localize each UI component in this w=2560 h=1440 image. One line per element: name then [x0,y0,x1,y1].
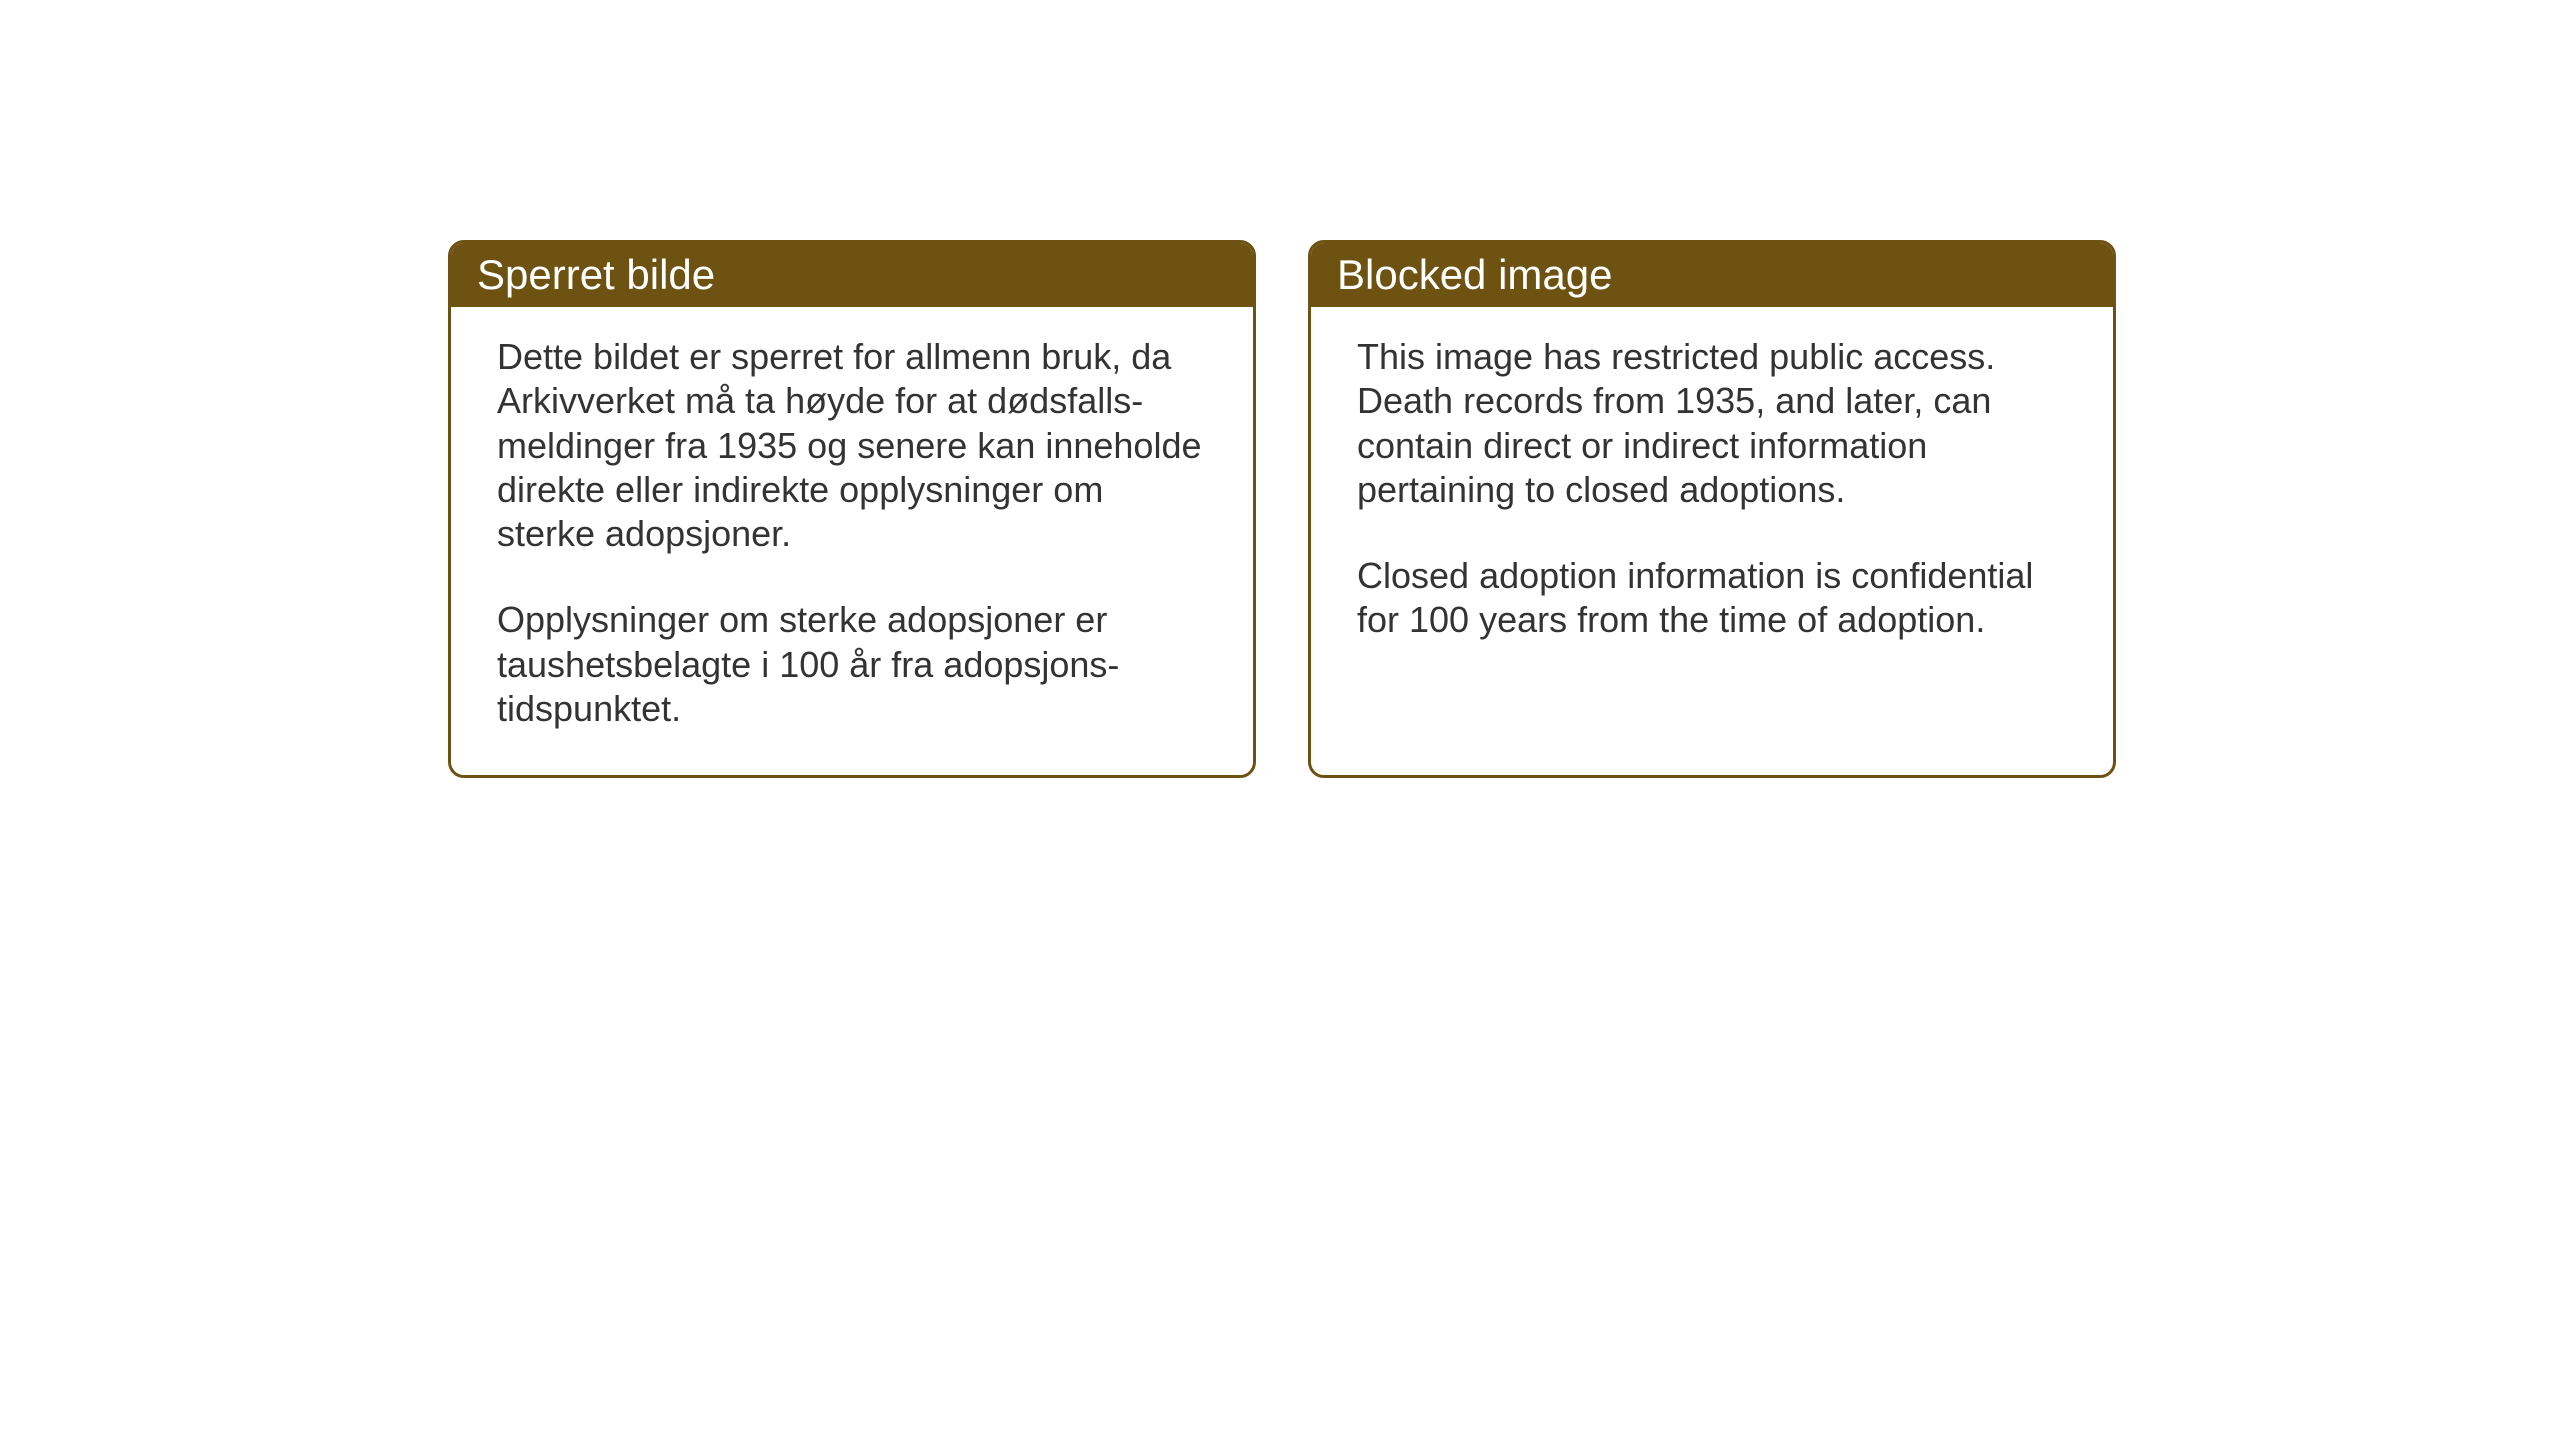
english-paragraph-1: This image has restricted public access.… [1357,335,2067,512]
english-paragraph-2: Closed adoption information is confident… [1357,554,2067,643]
norwegian-card-title: Sperret bilde [477,251,715,298]
english-card-body: This image has restricted public access.… [1311,307,2113,687]
english-card-title: Blocked image [1337,251,1612,298]
cards-container: Sperret bilde Dette bildet er sperret fo… [448,240,2116,778]
norwegian-card-header: Sperret bilde [451,243,1253,307]
norwegian-card: Sperret bilde Dette bildet er sperret fo… [448,240,1256,778]
norwegian-card-body: Dette bildet er sperret for allmenn bruk… [451,307,1253,775]
english-card: Blocked image This image has restricted … [1308,240,2116,778]
english-card-header: Blocked image [1311,243,2113,307]
norwegian-paragraph-1: Dette bildet er sperret for allmenn bruk… [497,335,1207,556]
norwegian-paragraph-2: Opplysninger om sterke adopsjoner er tau… [497,598,1207,731]
